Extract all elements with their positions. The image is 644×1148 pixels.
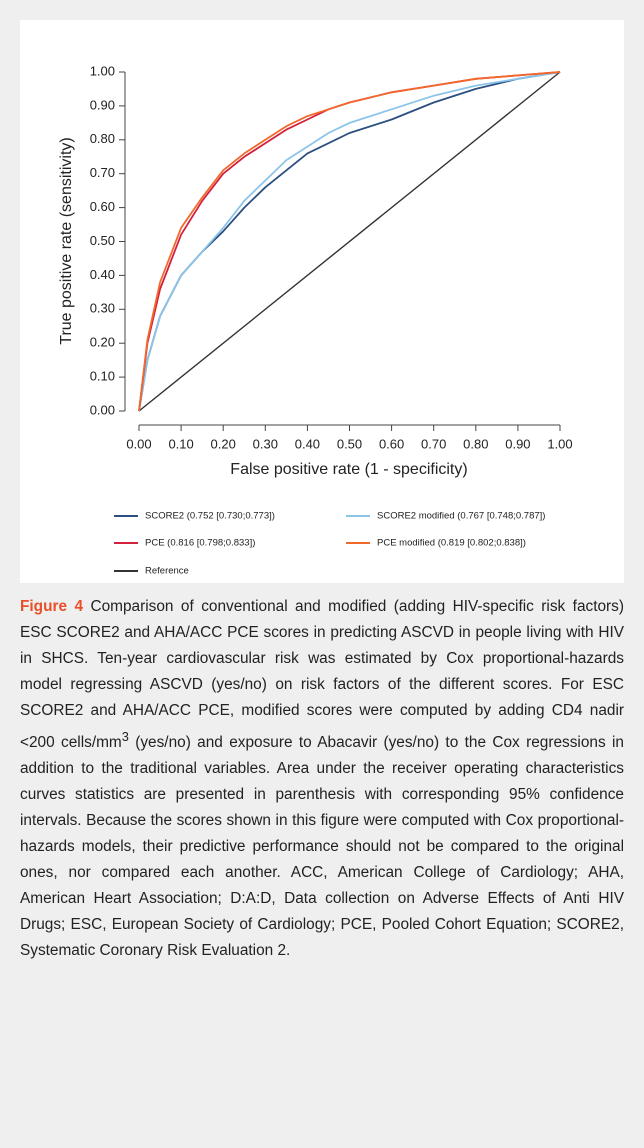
x-tick-label: 0.80 bbox=[463, 436, 488, 451]
roc-curve bbox=[138, 71, 561, 412]
y-tick-label: 0.00 bbox=[90, 402, 115, 417]
roc-curve bbox=[138, 71, 561, 412]
y-tick-label: 0.80 bbox=[90, 131, 115, 146]
x-tick-label: 0.40 bbox=[295, 436, 320, 451]
caption: Figure 4 Comparison of conventional and … bbox=[20, 594, 624, 964]
y-tick-label: 0.20 bbox=[90, 335, 115, 350]
legend-label: PCE modified (0.819 [0.802;0.838]) bbox=[377, 538, 526, 549]
y-tick-label: 0.70 bbox=[90, 165, 115, 180]
y-tick-label: 0.10 bbox=[90, 369, 115, 384]
figure-label: Figure 4 bbox=[20, 598, 84, 615]
legend-label: SCORE2 (0.752 [0.730;0.773]) bbox=[145, 511, 275, 522]
x-tick-label: 0.70 bbox=[421, 436, 446, 451]
roc-curve bbox=[138, 71, 561, 412]
figure: False positive rate (1 - specificity) Tr… bbox=[20, 20, 624, 583]
x-tick-label: 0.60 bbox=[379, 436, 404, 451]
x-tick-label: 0.50 bbox=[337, 436, 362, 451]
y-tick-label: 0.50 bbox=[90, 233, 115, 248]
legend-label: PCE (0.816 [0.798;0.833]) bbox=[145, 538, 255, 549]
caption-text: (yes/no) and exposure to Abacavir (yes/n… bbox=[20, 734, 624, 960]
x-tick-label: 0.30 bbox=[253, 436, 278, 451]
x-tick-label: 0.00 bbox=[126, 436, 151, 451]
x-tick-label: 1.00 bbox=[547, 436, 572, 451]
figure-panel bbox=[20, 20, 624, 583]
y-tick-label: 0.30 bbox=[90, 301, 115, 316]
legend-label: SCORE2 modified (0.767 [0.748;0.787]) bbox=[377, 511, 545, 522]
y-tick-label: 0.40 bbox=[90, 267, 115, 282]
y-tick-label: 0.90 bbox=[90, 97, 115, 112]
x-axis-label: False positive rate (1 - specificity) bbox=[230, 461, 467, 478]
x-tick-label: 0.20 bbox=[211, 436, 236, 451]
y-tick-label: 0.60 bbox=[90, 199, 115, 214]
x-tick-label: 0.90 bbox=[505, 436, 530, 451]
y-axis-label: True positive rate (sensitivity) bbox=[58, 137, 75, 344]
x-tick-label: 0.10 bbox=[168, 436, 193, 451]
y-tick-label: 1.00 bbox=[90, 63, 115, 78]
caption-superscript: 3 bbox=[121, 729, 129, 744]
legend-label: Reference bbox=[145, 566, 189, 577]
caption-text: Comparison of conventional and modified … bbox=[20, 598, 624, 752]
